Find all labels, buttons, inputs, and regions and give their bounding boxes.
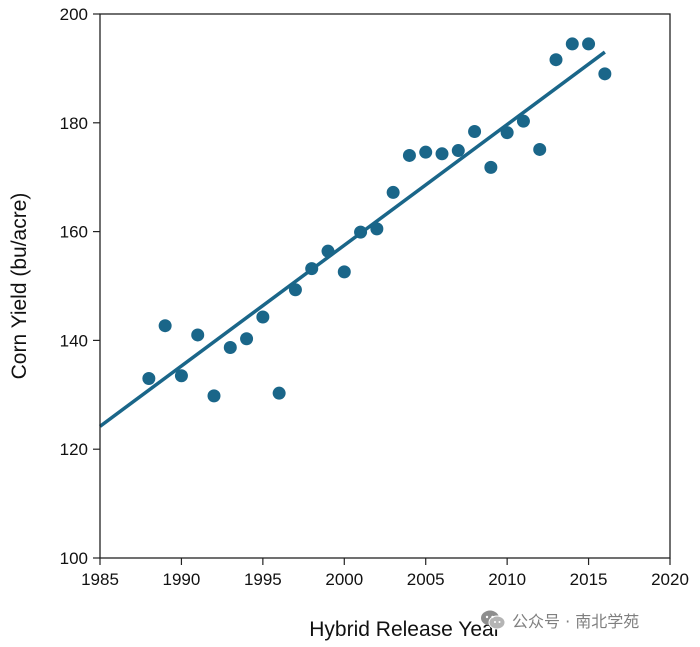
y-axis-label: Corn Yield (bu/acre) xyxy=(8,193,31,380)
y-tick-label: 160 xyxy=(60,223,88,242)
x-tick-label: 2015 xyxy=(570,570,608,589)
data-point xyxy=(370,222,384,236)
y-tick-label: 100 xyxy=(60,549,88,568)
trendline-group xyxy=(98,50,606,428)
x-tick-label: 1990 xyxy=(163,570,201,589)
data-point xyxy=(174,369,188,383)
x-tick-label: 2010 xyxy=(488,570,526,589)
data-point xyxy=(207,389,221,403)
data-point xyxy=(549,53,563,67)
data-point xyxy=(305,262,319,276)
y-axis-ticks: 100 120 140 160 180 200 xyxy=(60,5,100,568)
plot-frame xyxy=(99,13,671,559)
watermark-text: 公众号 · 南北学苑 xyxy=(512,612,640,631)
data-point xyxy=(484,160,498,174)
data-point xyxy=(435,147,449,161)
data-point xyxy=(533,142,547,156)
data-point xyxy=(500,126,514,140)
data-point xyxy=(321,244,335,258)
y-tick-label: 180 xyxy=(60,114,88,133)
data-point xyxy=(191,328,205,342)
data-point xyxy=(516,114,530,128)
x-tick-label: 1985 xyxy=(81,570,119,589)
data-point xyxy=(158,319,172,333)
watermark: 公众号 · 南北学苑 xyxy=(480,607,639,633)
data-point xyxy=(337,265,351,279)
y-tick-label: 200 xyxy=(60,5,88,24)
data-point xyxy=(288,283,302,297)
data-point xyxy=(354,225,368,239)
x-tick-label: 2020 xyxy=(651,570,689,589)
data-point xyxy=(223,340,237,354)
data-point xyxy=(419,145,433,159)
x-axis-ticks: 1985 1990 1995 2000 2005 2010 2015 2020 xyxy=(81,558,689,589)
x-tick-label: 1995 xyxy=(244,570,282,589)
x-axis-label: Hybrid Release Year xyxy=(309,618,500,641)
data-points xyxy=(142,37,612,403)
trendline xyxy=(98,50,606,428)
data-point xyxy=(272,386,286,400)
data-point xyxy=(468,125,482,139)
x-tick-label: 2000 xyxy=(325,570,363,589)
data-point xyxy=(451,144,465,158)
y-tick-label: 120 xyxy=(60,440,88,459)
data-point xyxy=(256,310,270,324)
y-tick-label: 140 xyxy=(60,331,88,350)
data-point xyxy=(598,67,612,81)
data-point xyxy=(565,37,579,51)
data-point xyxy=(386,185,400,199)
data-point xyxy=(582,37,596,51)
data-point xyxy=(142,371,156,385)
data-point xyxy=(402,148,416,162)
wechat-icon xyxy=(481,610,506,630)
data-point xyxy=(240,332,254,346)
x-tick-label: 2005 xyxy=(407,570,445,589)
